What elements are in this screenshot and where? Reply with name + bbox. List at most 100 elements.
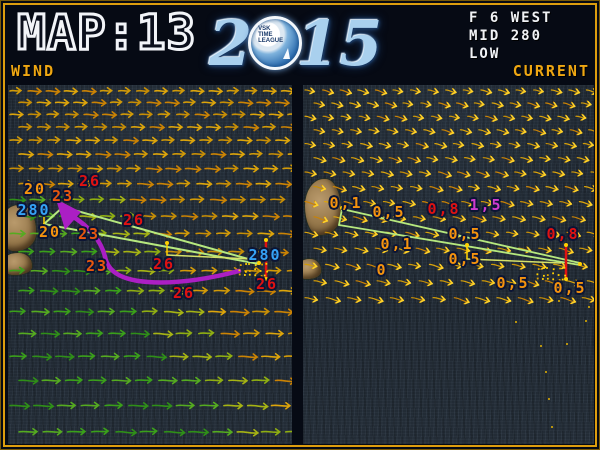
mark-cluster-dot — [536, 277, 539, 280]
wind-panel-label: WIND — [11, 62, 56, 80]
debris-dot — [566, 343, 568, 345]
mark-cluster-dot — [265, 262, 268, 265]
mark-cluster-dot — [536, 273, 539, 276]
logo-2015: 2 VSK TIME LEAGUE 15 — [209, 3, 382, 83]
layline — [466, 258, 562, 264]
wind-speed-label: 23 — [77, 225, 101, 243]
wind-arrow-field — [9, 86, 292, 437]
wind-speed-label: 23 — [85, 257, 109, 275]
debris-dot — [515, 321, 517, 323]
current-speed-label: 0,1 — [380, 235, 414, 253]
mark-cluster-dot — [263, 274, 266, 277]
waypoint-dot — [165, 241, 169, 245]
waypoint-dot — [465, 243, 469, 247]
debris-dot — [551, 426, 553, 428]
mark-cluster-dot — [266, 270, 268, 273]
mark-cluster-dot — [564, 274, 566, 277]
mid-conditions-text: MID 280 — [469, 28, 543, 44]
mark-cluster-dot — [245, 270, 247, 273]
waypoint-dot — [257, 261, 261, 265]
mark-cluster-dot — [558, 279, 561, 281]
wind-speed-label: 23 — [51, 187, 75, 205]
waypoint-dot — [564, 277, 568, 281]
wind-annotations — [42, 199, 268, 285]
mark-cluster-dot — [543, 274, 545, 277]
mark-cluster-dot — [244, 274, 246, 276]
layline — [338, 208, 343, 226]
mark-cluster-dot — [542, 278, 544, 280]
mark-cluster-dot — [546, 274, 549, 276]
tide-conditions-text: LOW — [469, 46, 501, 62]
current-map-panel[interactable]: 0,1 0,5 0,8 1,5 0,5 0,1 0,8 0,5 0 0,5 0,5 — [303, 85, 594, 444]
waypoint-dot — [340, 206, 344, 210]
current-panel-label: CURRENT — [512, 62, 590, 80]
island — [8, 253, 32, 275]
mark-cluster-dot — [552, 268, 555, 271]
mark-cluster-dot — [254, 274, 257, 277]
waypoint-dot — [564, 243, 568, 247]
mark-cluster-dot — [557, 274, 560, 276]
layline — [62, 206, 260, 263]
wind-speed-label: 26 — [78, 172, 102, 190]
debris-dot — [545, 371, 547, 373]
mark-cluster-dot — [537, 268, 540, 270]
mark-cluster-dot — [559, 267, 561, 270]
mark-cluster-dot — [238, 269, 241, 272]
logo-digit: 2 — [209, 6, 253, 80]
current-speed-label: 0 — [376, 261, 388, 279]
map-title: MAP:13 — [15, 4, 197, 63]
track-arrowhead-icon — [56, 199, 81, 230]
waypoint-dot — [578, 262, 582, 266]
logo-digit: 15 — [296, 6, 383, 80]
wind-conditions-text: F 6 WEST — [469, 10, 553, 26]
wind-direction-label: 280 — [248, 246, 282, 264]
waypoint-dot — [42, 212, 46, 216]
mark-cluster-dot — [543, 267, 545, 269]
debris-dot — [540, 345, 542, 347]
current-speed-label: 0,8 — [427, 200, 461, 218]
wind-speed-label: 26 — [255, 275, 279, 293]
debris-dot — [585, 320, 587, 322]
current-annotations — [338, 206, 590, 428]
waypoint-dot — [264, 277, 268, 281]
layline — [338, 224, 581, 266]
current-speed-label: 0,1 — [329, 194, 363, 212]
layline — [341, 208, 581, 264]
island — [8, 205, 36, 251]
wind-speed-label: 26 — [172, 284, 196, 302]
mark-cluster-dot — [563, 266, 566, 269]
mark-cluster-dot — [254, 264, 257, 267]
layline — [166, 254, 252, 260]
mark-cluster-dot — [248, 270, 251, 272]
mark-cluster-dot — [552, 272, 554, 275]
waypoint-dot — [264, 238, 268, 242]
current-speed-label: 0,8 — [546, 225, 580, 243]
current-speed-label: 0,5 — [496, 274, 530, 292]
current-speed-label: 0,5 — [448, 250, 482, 268]
wind-map-panel[interactable]: 20 26 23 280 20 23 26 280 23 26 26 26 — [8, 85, 292, 444]
current-speed-label: 0,5 — [372, 203, 406, 221]
debris-dot — [588, 306, 590, 308]
mark-cluster-dot — [239, 264, 242, 266]
mark-cluster-dot — [238, 273, 241, 276]
current-speed-label: 1,5 — [469, 196, 503, 214]
mark-cluster-dot — [259, 270, 262, 272]
mark-cluster-dot — [546, 267, 548, 269]
mark-cluster-dot — [254, 268, 256, 271]
wind-speed-label: 20 — [38, 223, 62, 241]
wind-direction-label: 280 — [17, 201, 51, 219]
mark-cluster-dot — [546, 277, 549, 280]
mark-cluster-dot — [261, 263, 263, 266]
wind-speed-label: 20 — [23, 180, 47, 198]
globe-icon: VSK TIME LEAGUE — [248, 16, 303, 70]
current-speed-label: 0,5 — [448, 225, 482, 243]
wind-speed-label: 26 — [122, 211, 146, 229]
mark-cluster-dot — [552, 278, 555, 281]
mark-cluster-dot — [260, 275, 263, 277]
logo-badge-text: VSK TIME LEAGUE — [258, 26, 284, 44]
mark-cluster-dot — [561, 278, 564, 281]
debris-dot — [558, 300, 560, 302]
debris-dot — [548, 398, 550, 400]
current-arrow-field — [304, 87, 594, 305]
